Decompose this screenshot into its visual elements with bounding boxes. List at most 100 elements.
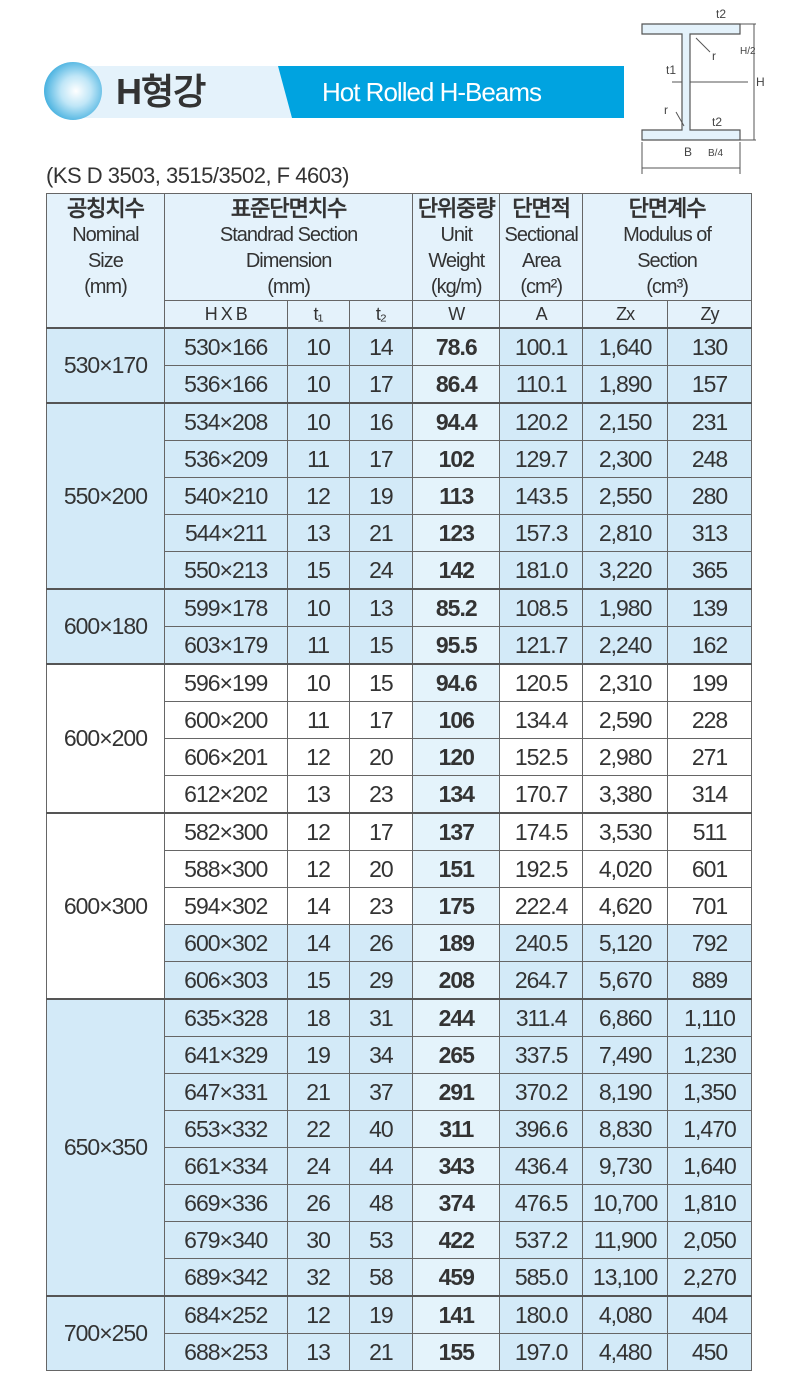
table-row: 641×329 19 34 265 337.5 7,490 1,230	[47, 1036, 752, 1074]
zy-cell: 2,270	[667, 1258, 752, 1297]
hxb-cell: 530×166	[163, 327, 288, 366]
nominal-size-cell: 650×350	[46, 998, 165, 1297]
weight-cell: 244	[412, 998, 501, 1037]
zy-cell: 130	[667, 327, 752, 366]
zy-cell: 1,350	[667, 1073, 752, 1111]
zx-cell: 8,830	[582, 1110, 669, 1148]
hxb-cell: 688×253	[163, 1333, 288, 1371]
zy-cell: 450	[667, 1333, 752, 1371]
hxb-cell: 684×252	[163, 1295, 288, 1334]
zx-cell: 2,810	[582, 514, 669, 552]
zy-cell: 792	[667, 924, 752, 962]
zx-cell: 2,150	[582, 402, 669, 441]
zy-cell: 157	[667, 365, 752, 404]
table-row: 550×213 15 24 142 181.0 3,220 365	[47, 551, 752, 590]
weight-cell: 78.6	[412, 327, 501, 366]
weight-cell: 142	[412, 551, 501, 590]
hxb-cell: 647×331	[163, 1073, 288, 1111]
t2-cell: 17	[348, 701, 414, 739]
weight-cell: 113	[412, 477, 501, 515]
area-cell: 396.6	[499, 1110, 584, 1148]
hxb-cell: 540×210	[163, 477, 288, 515]
zy-cell: 228	[667, 701, 752, 739]
area-cell: 100.1	[499, 327, 584, 366]
hxb-cell: 653×332	[163, 1110, 288, 1148]
t2-cell: 15	[348, 626, 414, 665]
hxb-cell: 536×209	[163, 440, 288, 478]
t1-cell: 12	[286, 477, 350, 515]
weight-cell: 137	[412, 812, 501, 851]
hxb-cell: 534×208	[163, 402, 288, 441]
zx-cell: 2,980	[582, 738, 669, 776]
t2-cell: 14	[348, 327, 414, 366]
hxb-cell: 536×166	[163, 365, 288, 404]
table-row: 700×250 684×252 12 19 141 180.0 4,080 404	[46, 1295, 752, 1371]
area-cell: 311.4	[499, 998, 584, 1037]
zy-cell: 314	[667, 775, 752, 814]
zy-cell: 1,810	[667, 1184, 752, 1222]
t2-cell: 31	[348, 998, 414, 1037]
t2-cell: 17	[348, 812, 414, 851]
area-cell: 222.4	[499, 887, 584, 925]
t1-cell: 21	[286, 1073, 350, 1111]
zx-cell: 9,730	[582, 1147, 669, 1185]
weight-cell: 189	[412, 924, 501, 962]
zx-cell: 8,190	[582, 1073, 669, 1111]
t2-cell: 29	[348, 961, 414, 1000]
area-cell: 264.7	[499, 961, 584, 1000]
banner-blue-band	[278, 66, 624, 118]
t2-cell: 17	[348, 365, 414, 404]
table-row: 550×200 534×208 10 16 94.4 120.2 2,150 231	[46, 402, 752, 590]
t2-cell: 44	[348, 1147, 414, 1185]
table-row: 600×180 599×178 10 13 85.2 108.5 1,980 139	[46, 588, 752, 665]
zx-cell: 13,100	[582, 1258, 669, 1297]
area-cell: 134.4	[499, 701, 584, 739]
nominal-size-cell: 600×200	[46, 663, 165, 814]
nominal-size-cell: 530×170	[46, 327, 165, 404]
zx-cell: 10,700	[582, 1184, 669, 1222]
hxb-cell: 661×334	[163, 1147, 288, 1185]
weight-cell: 155	[412, 1333, 501, 1371]
zy-cell: 601	[667, 850, 752, 888]
header-section-dimension: 표준단면치수 Standrad Section Dimension (mm)	[163, 193, 414, 301]
header-unit-weight: 단위중량 Unit Weight (kg/m)	[412, 193, 501, 301]
weight-cell: 95.5	[412, 626, 501, 665]
table-row: 600×300 582×300 12 17 137 174.5 3,530 511	[46, 812, 752, 1000]
t1-cell: 18	[286, 998, 350, 1037]
t2-cell: 21	[348, 1333, 414, 1371]
table-row: 661×334 24 44 343 436.4 9,730 1,640	[47, 1147, 752, 1185]
t2-cell: 15	[348, 663, 414, 702]
area-cell: 337.5	[499, 1036, 584, 1074]
weight-cell: 343	[412, 1147, 501, 1185]
hxb-cell: 600×302	[163, 924, 288, 962]
area-cell: 476.5	[499, 1184, 584, 1222]
area-cell: 240.5	[499, 924, 584, 962]
subheader-t2: t₂	[348, 300, 414, 329]
zx-cell: 2,550	[582, 477, 669, 515]
t1-cell: 26	[286, 1184, 350, 1222]
zx-cell: 2,300	[582, 440, 669, 478]
area-cell: 157.3	[499, 514, 584, 552]
t2-cell: 17	[348, 440, 414, 478]
t2-cell: 24	[348, 551, 414, 590]
zx-cell: 4,480	[582, 1333, 669, 1371]
t1-cell: 12	[286, 738, 350, 776]
t1-cell: 10	[286, 663, 350, 702]
t2-cell: 40	[348, 1110, 414, 1148]
table-row: 606×201 12 20 120 152.5 2,980 271	[47, 738, 752, 776]
zy-cell: 199	[667, 663, 752, 702]
zy-cell: 162	[667, 626, 752, 665]
label-b-quarter: B/4	[708, 148, 723, 159]
t1-cell: 13	[286, 514, 350, 552]
t1-cell: 22	[286, 1110, 350, 1148]
hxb-cell: 599×178	[163, 588, 288, 627]
weight-cell: 94.4	[412, 402, 501, 441]
subheader-zx: Zx	[582, 300, 669, 329]
t1-cell: 11	[286, 701, 350, 739]
table-row: 536×209 11 17 102 129.7 2,300 248	[47, 440, 752, 478]
area-cell: 181.0	[499, 551, 584, 590]
table-row: 650×350 635×328 18 31 244 311.4 6,860 1,110	[46, 998, 752, 1297]
area-cell: 180.0	[499, 1295, 584, 1334]
hxb-cell: 606×201	[163, 738, 288, 776]
zy-cell: 1,470	[667, 1110, 752, 1148]
